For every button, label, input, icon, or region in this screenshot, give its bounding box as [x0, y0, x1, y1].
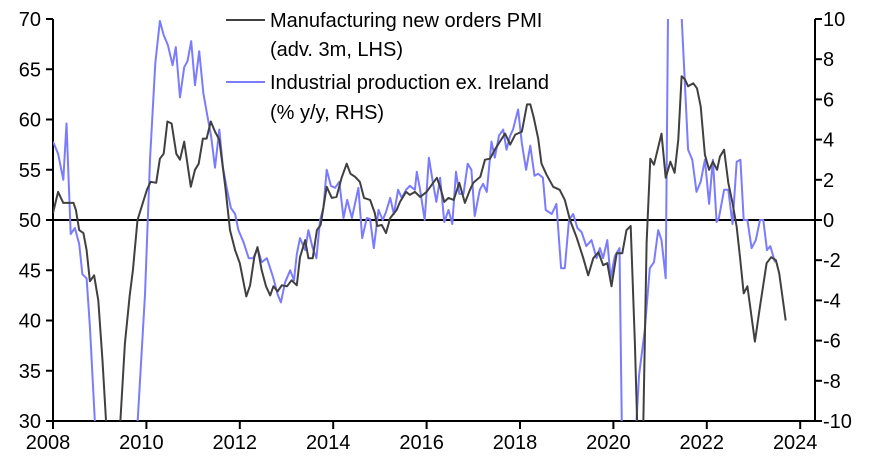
y-left-tick-label: 55: [19, 160, 41, 182]
x-tick-label: 2008: [26, 432, 71, 454]
y-left-tick-label: 40: [19, 311, 41, 333]
y-left-tick-label: 70: [19, 9, 41, 31]
y-right-tick-label: 10: [823, 9, 845, 31]
y-right-tick-label: 4: [823, 130, 834, 152]
y-right-tick-label: -8: [823, 371, 841, 393]
y-left-tick-label: 60: [19, 110, 41, 132]
x-tick-label: 2014: [306, 432, 351, 454]
legend-label-pmi-sub: (adv. 3m, LHS): [270, 39, 403, 61]
y-left-tick-label: 45: [19, 260, 41, 282]
y-right-tick-label: 6: [823, 89, 834, 111]
x-tick-label: 2024: [773, 432, 818, 454]
x-tick-label: 2016: [399, 432, 444, 454]
legend-label-pmi: Manufacturing new orders PMI: [270, 10, 542, 32]
y-left-tick-label: 65: [19, 59, 41, 81]
y-right-tick-label: -4: [823, 290, 841, 312]
axes: 70 65 60 55 50 45 40 35 30 10 8 6 4 2 0 -2 -4 -6 -8 -10 2008…: [19, 9, 852, 454]
x-tick-label: 2018: [493, 432, 538, 454]
x-tick-label: 2010: [119, 432, 164, 454]
y-left-tick-label: 50: [19, 210, 41, 232]
y-right-tick-label: 8: [823, 49, 834, 71]
y-right-tick-label: 0: [823, 210, 834, 232]
x-tick-label: 2012: [213, 432, 258, 454]
x-tick-label: 2022: [680, 432, 725, 454]
legend: Manufacturing new orders PMI (adv. 3m, L…: [226, 10, 549, 124]
y-left-tick-label: 30: [19, 411, 41, 433]
y-right-tick-label: -10: [823, 411, 852, 433]
y-right-tick-label: -2: [823, 250, 841, 272]
series-line-industrial-production: [53, 19, 776, 421]
legend-label-ip-sub: (% y/y, RHS): [270, 102, 384, 124]
legend-label-ip: Industrial production ex. Ireland: [270, 72, 549, 94]
series-line-pmi: [53, 75, 787, 421]
y-right-tick-label: -6: [823, 331, 841, 353]
series-layer: [53, 19, 787, 421]
x-tick-label: 2020: [586, 432, 631, 454]
y-left-tick-label: 35: [19, 361, 41, 383]
y-right-tick-label: 2: [823, 170, 834, 192]
